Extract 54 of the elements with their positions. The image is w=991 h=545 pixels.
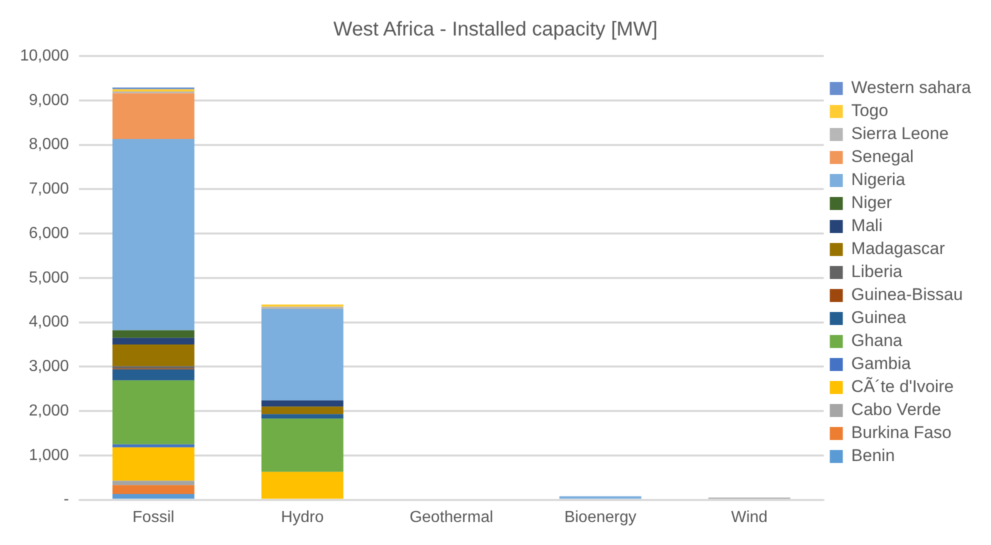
legend-label: Gambia (851, 354, 912, 374)
bar (112, 330, 194, 338)
bar (112, 380, 194, 444)
legend-label: Guinea (851, 308, 907, 328)
bar (112, 485, 194, 494)
bar (112, 447, 194, 481)
y-tick-label: 5,000 (28, 269, 70, 286)
y-tick-label: - (64, 491, 69, 508)
legend-label: Niger (851, 193, 892, 212)
y-tick-label: 3,000 (28, 358, 70, 376)
y-tick-label: 8,000 (28, 136, 70, 154)
bar (559, 496, 642, 499)
y-tick-label: 10,000 (20, 47, 70, 64)
bar (112, 93, 194, 139)
legend-label: Liberia (851, 262, 903, 282)
legend-label: Guinea-Bissau (851, 285, 963, 304)
x-tick-label: Fossil (132, 508, 174, 526)
bar (261, 400, 344, 407)
legend-label: Mali (851, 216, 882, 236)
legend-label: Burkina Faso (851, 423, 952, 442)
x-tick-label: Bioenergy (564, 508, 636, 526)
bar (261, 308, 344, 400)
x-tick-label: Wind (731, 508, 768, 526)
legend-label: Togo (851, 101, 888, 120)
bar (112, 138, 194, 330)
legend-label: Madagascar (851, 239, 946, 258)
y-tick-label: 6,000 (28, 224, 70, 242)
bar (112, 480, 194, 486)
chart-title: West Africa - Installed capacity [MW] (333, 18, 658, 41)
y-tick-label: 1,000 (28, 446, 70, 464)
y-tick-label: 4,000 (28, 314, 70, 331)
bar (112, 369, 194, 380)
bar (112, 344, 194, 366)
bar (261, 414, 344, 419)
legend-label: CÃ´te d'Ivoire (851, 377, 954, 396)
bar (261, 418, 344, 472)
x-tick-label: Hydro (281, 508, 324, 526)
bar (112, 494, 194, 499)
bar (261, 406, 344, 414)
legend-label: Sierra Leone (851, 124, 949, 144)
y-tick-label: 9,000 (28, 92, 70, 109)
y-tick-label: 7,000 (28, 180, 70, 198)
bar (112, 89, 194, 92)
bar (112, 338, 194, 344)
legend-label: Nigeria (851, 170, 906, 190)
legend-label: Cabo Verde (851, 400, 942, 420)
y-tick-label: 2,000 (28, 402, 70, 420)
x-tick-label: Geothermal (410, 508, 494, 526)
bar (261, 472, 344, 499)
bar (112, 444, 194, 448)
legend-label: Western sahara (851, 78, 972, 98)
legend-label: Senegal (851, 147, 914, 166)
legend-label: Ghana (851, 331, 903, 350)
legend-label: Benin (851, 446, 895, 466)
